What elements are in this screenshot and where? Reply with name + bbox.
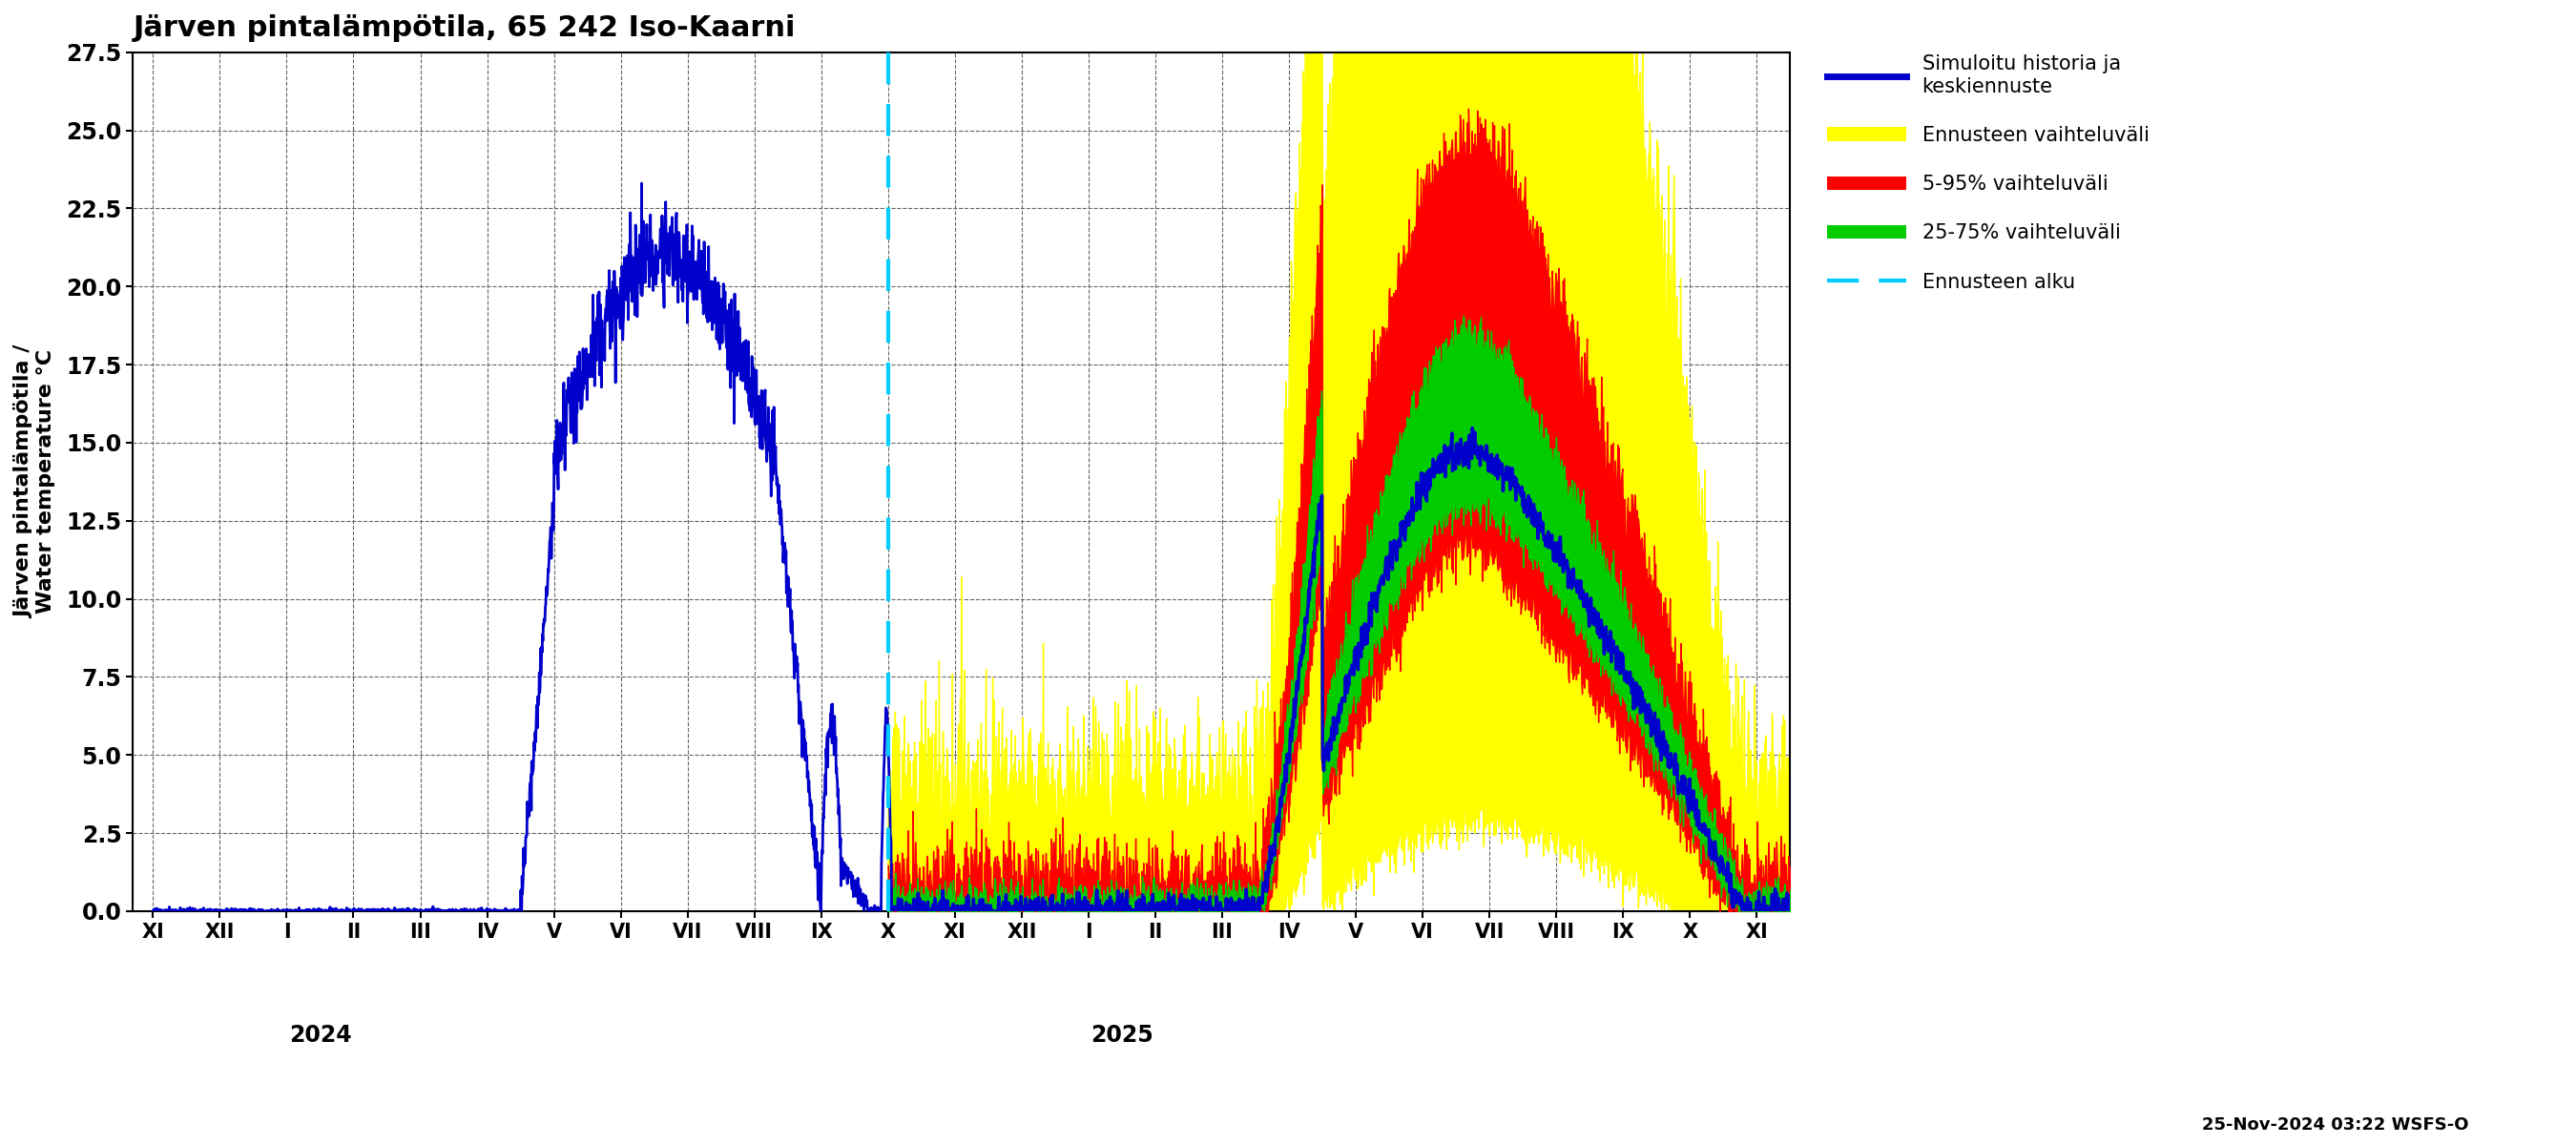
Text: 2024: 2024 [289,1024,350,1047]
Y-axis label: Järven pintalämpötila /
Water temperature °C: Järven pintalämpötila / Water temperatur… [15,345,57,618]
Text: Järven pintalämpötila, 65 242 Iso-Kaarni: Järven pintalämpötila, 65 242 Iso-Kaarni [134,14,796,42]
Text: 2025: 2025 [1090,1024,1154,1047]
Text: 25-Nov-2024 03:22 WSFS-O: 25-Nov-2024 03:22 WSFS-O [2202,1116,2470,1134]
Legend: Simuloitu historia ja
keskiennuste, Ennusteen vaihteluväli, 5-95% vaihteluväli, : Simuloitu historia ja keskiennuste, Ennu… [1816,45,2159,301]
